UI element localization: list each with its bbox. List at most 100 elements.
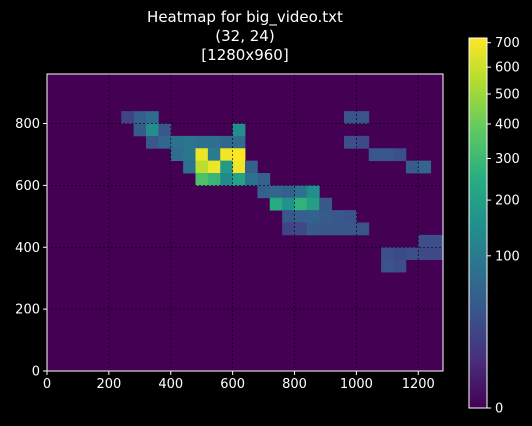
x-axis: 0 200 400 600 800 1000 1200 [43, 371, 435, 392]
heatmap-cell [146, 111, 159, 124]
heatmap-cell [245, 160, 258, 174]
heatmap-cell [368, 148, 382, 162]
heatmap-cell [393, 247, 407, 261]
heatmap-cell [195, 148, 209, 162]
chart-title-line-2: (32, 24) [215, 27, 275, 45]
colorbar-tick-label: 500 [495, 87, 520, 102]
x-tick-label: 200 [96, 377, 121, 392]
heatmap-cell [232, 135, 246, 149]
colorbar-tick-label: 100 [495, 249, 520, 264]
heatmap-cell [331, 210, 345, 223]
heatmap-cells [121, 111, 444, 273]
colorbar-tick-label: 200 [495, 194, 520, 209]
x-tick-label: 400 [158, 377, 183, 392]
heatmap-cell [220, 173, 234, 186]
heatmap-cell [183, 135, 196, 149]
heatmap-cell [133, 123, 147, 137]
heatmap-cell [183, 148, 196, 162]
heatmap-cell [121, 111, 135, 124]
heatmap-cell [306, 210, 320, 223]
colorbar-tick-label: 400 [495, 117, 520, 132]
heatmap-cell [418, 234, 432, 248]
heatmap-cell [418, 160, 432, 174]
heatmap-cell [158, 135, 172, 149]
heatmap-cell [220, 135, 234, 149]
heatmap-cell [183, 160, 196, 174]
heatmap-cell [220, 148, 234, 162]
heatmap-cell [146, 123, 159, 137]
heatmap-cell [356, 135, 370, 149]
heatmap-cell [232, 160, 246, 174]
heatmap-cell [381, 148, 394, 162]
heatmap-cell [306, 222, 320, 236]
heatmap-cell [195, 160, 209, 174]
heatmap-cell [306, 185, 320, 199]
heatmap-cell [158, 123, 172, 137]
heatmap-cell [319, 210, 333, 223]
heatmap-cell [146, 135, 159, 149]
heatmap-cell [294, 222, 308, 236]
heatmap-cell [306, 197, 320, 211]
heatmap-cell [344, 222, 357, 236]
colorbar [468, 37, 488, 409]
grid-lines [47, 74, 443, 371]
heatmap-cell [257, 173, 271, 186]
heatmap-cell [282, 222, 295, 236]
heatmap-cell [207, 135, 221, 149]
y-tick-label: 200 [15, 303, 40, 318]
x-tick-label: 1000 [340, 377, 373, 392]
heatmap-cell [344, 210, 357, 223]
heatmap-cell [393, 148, 407, 162]
heatmap-cell [393, 259, 407, 273]
colorbar-tick-label: 0 [495, 402, 503, 417]
x-tick-label: 1200 [402, 377, 435, 392]
heatmap-cell [405, 160, 419, 174]
colorbar-tick-label: 300 [495, 152, 520, 167]
heatmap-cell [344, 111, 357, 124]
heatmap-cell [207, 173, 221, 186]
heatmap-cell [331, 222, 345, 236]
heatmap-cell [294, 185, 308, 199]
y-tick-label: 600 [15, 179, 40, 194]
heatmap-cell [269, 185, 283, 199]
heatmap-cell [430, 234, 444, 248]
heatmap-cell [245, 173, 258, 186]
heatmap-cell [133, 111, 147, 124]
colorbar-tick-label: 700 [495, 36, 520, 51]
plot-background [47, 74, 443, 371]
colorbar-ticks: 0 100 200 300 400 500 600 700 [487, 36, 520, 417]
heatmap-cell [282, 210, 295, 223]
heatmap-cell [282, 197, 295, 211]
heatmap-cell [294, 210, 308, 223]
y-axis: 0 200 400 600 800 [15, 117, 47, 380]
heatmap-cell [207, 148, 221, 162]
heatmap-cell [356, 111, 370, 124]
y-tick-label: 400 [15, 241, 40, 256]
heatmap-cell [170, 135, 184, 149]
heatmap-cell [269, 197, 283, 211]
x-tick-label: 0 [43, 377, 51, 392]
y-tick-label: 800 [15, 117, 40, 132]
heatmap-cell [220, 160, 234, 174]
heatmap-cell [356, 222, 370, 236]
plot-frame [46, 73, 444, 372]
heatmap-cell [344, 135, 357, 149]
heatmap-cell [195, 135, 209, 149]
heatmap-cell [418, 247, 432, 261]
heatmap-cell [232, 123, 246, 137]
heatmap-cell [430, 247, 444, 261]
colorbar-tick-label: 600 [495, 61, 520, 76]
heatmap-cell [405, 247, 419, 261]
heatmap-cell [381, 247, 394, 261]
x-tick-label: 600 [220, 377, 245, 392]
y-tick-label: 0 [32, 365, 40, 380]
x-tick-label: 800 [282, 377, 307, 392]
heatmap-cell [282, 185, 295, 199]
heatmap-cell [232, 148, 246, 162]
heatmap-cell [319, 222, 333, 236]
chart-title-line-3: [1280x960] [201, 46, 289, 64]
heatmap-cell [257, 185, 271, 199]
heatmap-cell [319, 197, 333, 211]
heatmap-cell [381, 259, 394, 273]
